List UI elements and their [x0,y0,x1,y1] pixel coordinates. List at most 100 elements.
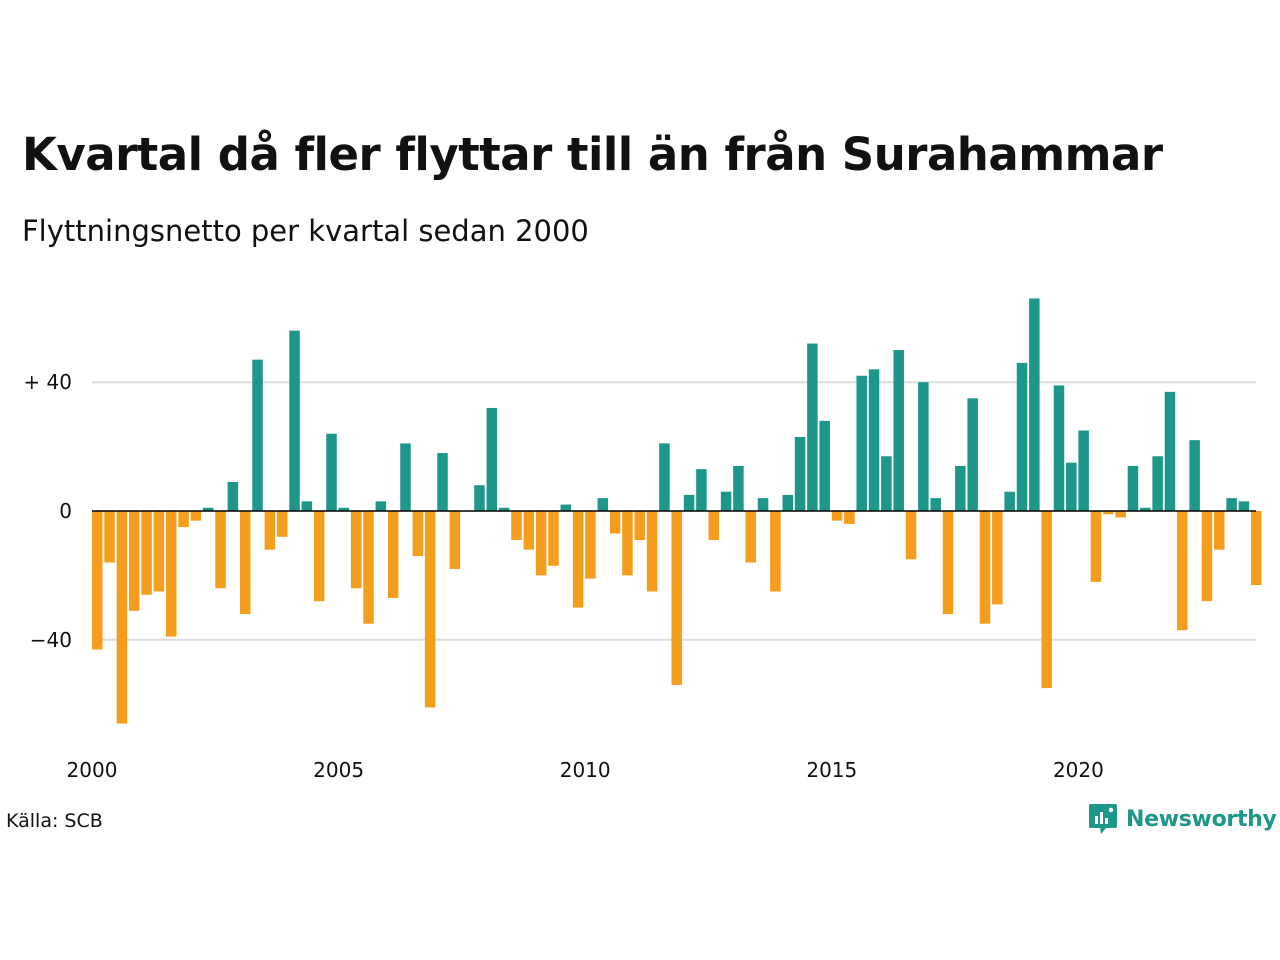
x-tick-label: 2020 [1053,758,1104,782]
bar [227,482,239,511]
bar [585,511,596,579]
bar-chart: + 40 0 −40 2000 2005 2010 2015 2020 [23,298,1262,782]
bar [979,511,991,624]
bar [400,443,411,511]
bar [424,511,436,708]
bar [313,511,325,602]
bar [819,420,830,511]
bar [202,507,214,511]
x-tick-label: 2000 [67,758,118,782]
bar [498,507,510,511]
newsworthy-logo-icon [1089,804,1117,834]
bar [190,511,202,521]
bar [548,511,559,566]
bar [609,511,621,534]
bar [671,511,683,685]
bar [634,511,646,540]
x-tick-label: 2015 [806,758,857,782]
bar [375,501,387,511]
bar [683,494,695,511]
bar [215,511,226,589]
bar [597,498,609,511]
bar [1189,440,1200,511]
bar [276,511,288,537]
bar [1004,491,1015,511]
bar [264,511,276,550]
bar [1029,298,1040,511]
bar [646,511,658,592]
bar [1053,385,1065,511]
bar [622,511,633,576]
bar [905,511,917,560]
bar [350,511,362,589]
x-tick-label: 2005 [313,758,364,782]
y-tick-label: −40 [30,628,72,652]
chart-subtitle: Flyttningsnetto per kvartal sedan 2000 [22,214,589,248]
bar [165,511,177,637]
bar [116,511,128,724]
bar [1226,498,1237,511]
bar [782,494,793,511]
bar [770,511,781,592]
bar [967,398,978,511]
bar [92,511,103,650]
bar [992,511,1003,605]
bar [807,343,818,511]
bar [745,511,756,563]
bar [1140,507,1151,511]
bar [535,511,547,576]
bars [92,298,1262,724]
x-tick-label: 2010 [560,758,611,782]
bar [511,511,522,540]
x-axis-labels: 2000 2005 2010 2015 2020 [67,758,1104,782]
bar [918,382,929,511]
bar [881,456,892,511]
bar [437,453,448,511]
bar [239,511,251,615]
bar [474,485,485,511]
brand-name: Newsworthy [1126,806,1277,832]
bar [856,375,867,511]
bar [104,511,115,563]
bar [1115,511,1126,518]
bar [1016,362,1028,511]
bar [1164,391,1176,511]
bar [1238,501,1250,511]
bar [1251,511,1262,586]
bar [1127,465,1139,511]
bar [178,511,189,528]
bar [1214,511,1225,550]
bar [1041,511,1052,689]
bar [289,330,300,511]
y-tick-label: + 40 [23,370,72,394]
chart-title: Kvartal då fler flyttar till än från Sur… [22,128,1163,181]
bar [720,491,732,511]
bar [301,501,313,511]
source-note: Källa: SCB [6,810,103,832]
bar [1177,511,1188,631]
bar [844,511,855,524]
bar [868,369,880,511]
y-tick-label: 0 [59,499,72,523]
bar [363,511,374,624]
brand: Newsworthy [1088,802,1277,836]
bar [1152,456,1163,511]
bar [831,511,843,521]
bar [1066,462,1077,511]
bar [696,469,707,511]
bar [942,511,954,615]
bar [708,511,719,540]
bar [794,436,806,511]
bar [128,511,140,611]
bar [572,511,584,608]
bar [486,407,498,511]
bar [659,443,670,511]
bar [523,511,535,550]
bar [252,359,263,511]
bar [338,507,350,511]
bar [560,504,572,511]
bar [449,511,461,569]
bar [893,350,904,511]
bar [1090,511,1102,582]
bar [1201,511,1213,602]
